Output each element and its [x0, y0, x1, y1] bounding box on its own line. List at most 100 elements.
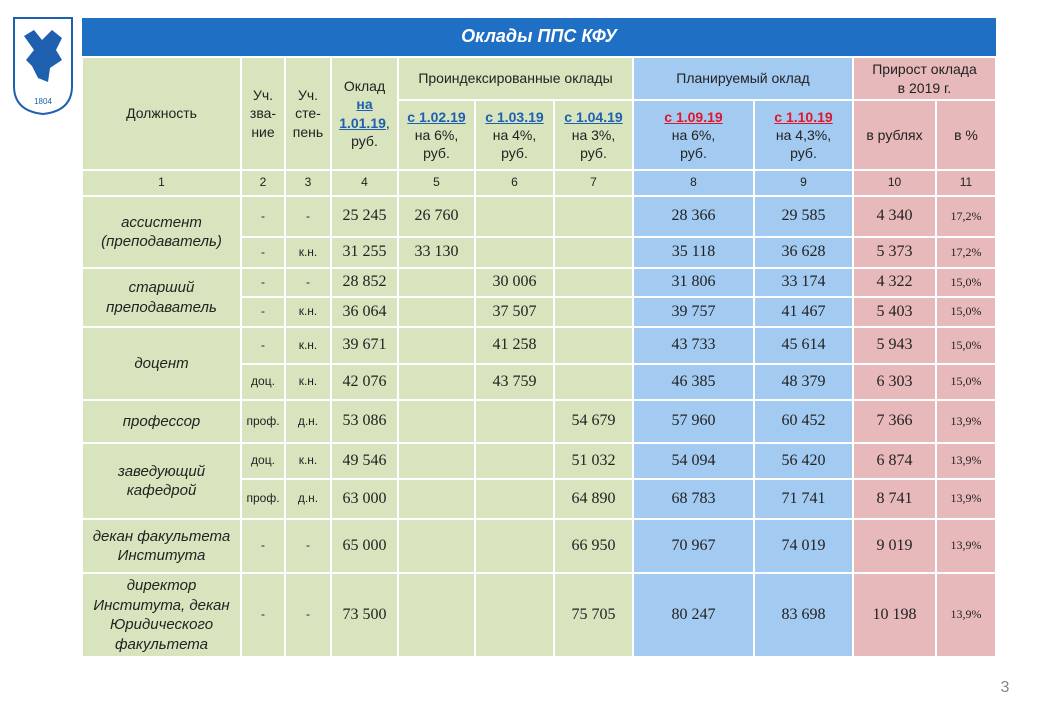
- column-number: 7: [555, 171, 632, 195]
- cell: 83 698: [755, 574, 852, 656]
- cell: 15,0%: [937, 298, 995, 326]
- cell: 13,9%: [937, 520, 995, 572]
- cell: 46 385: [634, 365, 753, 399]
- cell: 37 507: [476, 298, 553, 326]
- cell: [555, 365, 632, 399]
- cell: 4 340: [854, 197, 935, 236]
- position: декан факультета Института: [83, 520, 240, 572]
- cell: -: [242, 574, 284, 656]
- cell: 66 950: [555, 520, 632, 572]
- position: доцент: [83, 328, 240, 399]
- column-number: 11: [937, 171, 995, 195]
- header-indexed-sub: с 1.04.19 на 3%, руб.: [555, 101, 632, 169]
- cell: [476, 401, 553, 442]
- cell: 13,9%: [937, 444, 995, 478]
- header-position: Должность: [83, 58, 240, 169]
- header-rank: Уч. зва- ние: [242, 58, 284, 169]
- cell: 64 890: [555, 480, 632, 518]
- cell: -: [286, 520, 330, 572]
- cell: 33 130: [399, 238, 474, 267]
- cell: 74 019: [755, 520, 852, 572]
- cell: д.н.: [286, 480, 330, 518]
- cell: [399, 444, 474, 478]
- cell: 13,9%: [937, 480, 995, 518]
- cell: 41 258: [476, 328, 553, 363]
- cell: 25 245: [332, 197, 397, 236]
- header-indexed: Проиндексированные оклады: [399, 58, 632, 99]
- column-number: 5: [399, 171, 474, 195]
- position: старший преподаватель: [83, 269, 240, 326]
- cell: 43 733: [634, 328, 753, 363]
- cell: 43 759: [476, 365, 553, 399]
- cell: проф.: [242, 401, 284, 442]
- cell: доц.: [242, 444, 284, 478]
- cell: 28 366: [634, 197, 753, 236]
- cell: [476, 520, 553, 572]
- column-number: 8: [634, 171, 753, 195]
- cell: 42 076: [332, 365, 397, 399]
- cell: 39 671: [332, 328, 397, 363]
- cell: 7 366: [854, 401, 935, 442]
- cell: к.н.: [286, 444, 330, 478]
- cell: 10 198: [854, 574, 935, 656]
- cell: 15,0%: [937, 365, 995, 399]
- cell: 70 967: [634, 520, 753, 572]
- cell: 75 705: [555, 574, 632, 656]
- cell: 31 806: [634, 269, 753, 296]
- sub-date: с 1.02.19: [407, 108, 466, 125]
- cell: к.н.: [286, 365, 330, 399]
- cell: 13,9%: [937, 574, 995, 656]
- cell: -: [286, 574, 330, 656]
- cell: 45 614: [755, 328, 852, 363]
- sub-text: на 6%, руб.: [671, 126, 716, 162]
- cell: 15,0%: [937, 269, 995, 296]
- cell: 68 783: [634, 480, 753, 518]
- cell: 15,0%: [937, 328, 995, 363]
- header-planned-sub: с 1.10.19 на 4,3%, руб.: [755, 101, 852, 169]
- logo: 1804: [13, 17, 73, 116]
- cell: 13,9%: [937, 401, 995, 442]
- cell: [399, 401, 474, 442]
- cell: 35 118: [634, 238, 753, 267]
- sub-text: на 4%, руб.: [492, 126, 537, 162]
- header-growth-sub: в %: [937, 101, 995, 169]
- salary-unit: , руб.: [351, 114, 390, 149]
- logo-year: 1804: [34, 97, 52, 106]
- cell: 51 032: [555, 444, 632, 478]
- cell: 65 000: [332, 520, 397, 572]
- column-number: 2: [242, 171, 284, 195]
- cell: -: [242, 269, 284, 296]
- cell: 53 086: [332, 401, 397, 442]
- sub-text: на 6%, руб.: [414, 126, 459, 162]
- cell: 54 094: [634, 444, 753, 478]
- cell: 17,2%: [937, 197, 995, 236]
- cell: [399, 269, 474, 296]
- cell: 17,2%: [937, 238, 995, 267]
- cell: 80 247: [634, 574, 753, 656]
- cell: [476, 444, 553, 478]
- sub-date: с 1.03.19: [485, 108, 544, 125]
- header-indexed-sub: с 1.03.19 на 4%, руб.: [476, 101, 553, 169]
- cell: [555, 269, 632, 296]
- cell: 49 546: [332, 444, 397, 478]
- cell: 30 006: [476, 269, 553, 296]
- cell: к.н.: [286, 328, 330, 363]
- cell: 29 585: [755, 197, 852, 236]
- salary-date: на 1.01.19: [339, 96, 386, 131]
- header-growth-sub: в рублях: [854, 101, 935, 169]
- cell: 31 255: [332, 238, 397, 267]
- header-degree: Уч. сте- пень: [286, 58, 330, 169]
- column-number: 1: [83, 171, 240, 195]
- cell: -: [286, 197, 330, 236]
- cell: -: [242, 328, 284, 363]
- position: директор Института, декан Юридического ф…: [83, 574, 240, 656]
- column-number: 6: [476, 171, 553, 195]
- cell: доц.: [242, 365, 284, 399]
- cell: 28 852: [332, 269, 397, 296]
- sub-text: на 4,3%, руб.: [775, 126, 832, 162]
- cell: 9 019: [854, 520, 935, 572]
- salary-label: Оклад: [343, 78, 386, 95]
- cell: 39 757: [634, 298, 753, 326]
- column-number: 10: [854, 171, 935, 195]
